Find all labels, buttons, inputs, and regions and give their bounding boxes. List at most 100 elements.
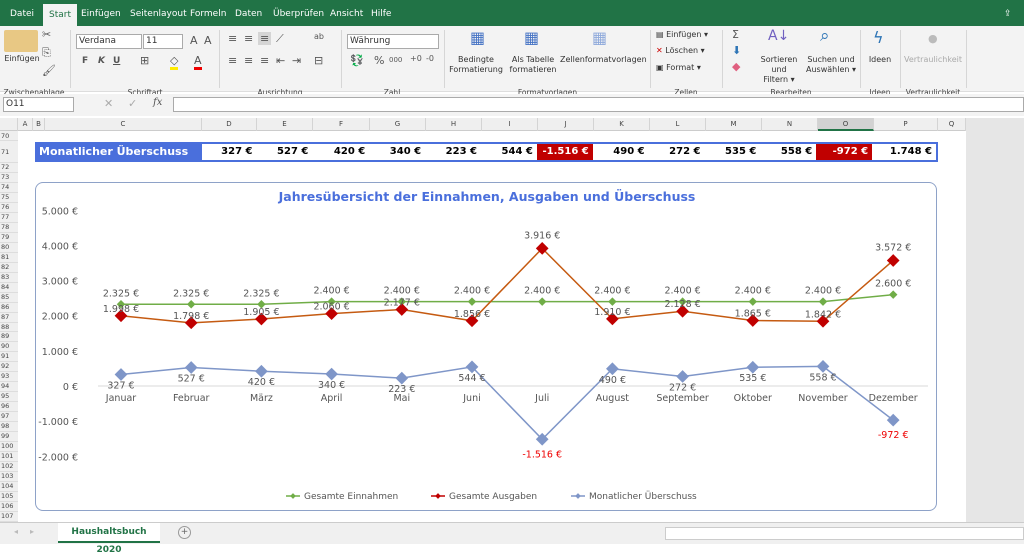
column-header-G[interactable]: G — [370, 118, 426, 131]
menu-tab-daten[interactable]: Daten — [235, 9, 263, 19]
data-point[interactable] — [888, 290, 898, 299]
row-header-87[interactable]: 87 — [0, 312, 18, 323]
column-header-L[interactable]: L — [650, 118, 706, 131]
surplus-cell-M[interactable]: 535 € — [725, 146, 757, 157]
increase-decimal-icon[interactable]: +0 — [410, 54, 422, 63]
ideas-icon[interactable]: ϟ — [873, 28, 884, 47]
row-header-77[interactable]: 77 — [0, 212, 18, 223]
paste-icon[interactable] — [4, 30, 38, 52]
share-button[interactable]: ⇪ Te — [1004, 9, 1014, 47]
wrap-text-icon[interactable]: ab — [314, 32, 324, 41]
row-header-94[interactable]: 94 — [0, 382, 18, 393]
format-table-button[interactable]: Als Tabelle formatieren — [509, 55, 557, 74]
menu-tab-seitenlayout[interactable]: Seitenlayout — [130, 9, 187, 19]
fill-icon[interactable]: ⬇ — [732, 44, 742, 57]
data-point[interactable] — [608, 297, 617, 306]
row-header-72[interactable]: 72 — [0, 163, 18, 173]
number-format-select[interactable]: Währung — [347, 34, 439, 49]
column-header-E[interactable]: E — [257, 118, 313, 131]
row-header-84[interactable]: 84 — [0, 282, 18, 293]
format-cells-button[interactable]: ▣ Format ▾ — [656, 63, 701, 72]
thousands-button[interactable]: 000 — [389, 56, 403, 64]
enter-icon[interactable]: ✓ — [128, 97, 138, 110]
menu-tab-formeln[interactable]: Formeln — [190, 9, 227, 19]
row-header-90[interactable]: 90 — [0, 342, 18, 353]
data-point[interactable] — [816, 360, 830, 373]
indent-decrease-icon[interactable]: ⇤ — [276, 54, 286, 67]
menu-tab-überprüfen[interactable]: Überprüfen — [273, 9, 325, 19]
cell-styles-button[interactable]: Zellenformatvorlagen — [560, 55, 647, 64]
underline-button[interactable]: U — [113, 56, 121, 66]
scroll-tabs-left-icon[interactable]: ◂ — [14, 527, 19, 536]
column-header-P[interactable]: P — [874, 118, 938, 131]
data-point[interactable] — [255, 312, 268, 326]
surplus-cell-J[interactable]: -1.516 € — [536, 144, 593, 160]
decrease-font-icon[interactable]: A — [204, 34, 212, 47]
row-header-79[interactable]: 79 — [0, 232, 18, 243]
row-header-73[interactable]: 73 — [0, 172, 18, 183]
surplus-cell-G[interactable]: 340 € — [389, 146, 422, 157]
row-header-95[interactable]: 95 — [0, 392, 18, 403]
decrease-decimal-icon[interactable]: -0 — [426, 54, 434, 63]
row-header-103[interactable]: 103 — [0, 472, 18, 483]
data-point[interactable] — [467, 297, 477, 306]
ideas-button[interactable]: Ideen — [868, 55, 892, 64]
column-header-M[interactable]: M — [706, 118, 762, 131]
indent-increase-icon[interactable]: ⇥ — [292, 54, 302, 67]
menu-tab-start[interactable]: Start — [43, 4, 77, 26]
cut-icon[interactable]: ✂ — [42, 28, 52, 41]
cell-styles-icon[interactable]: ▦ — [592, 28, 608, 47]
add-sheet-button[interactable]: + — [178, 526, 191, 539]
data-point[interactable] — [886, 413, 900, 427]
increase-font-icon[interactable]: A — [190, 34, 198, 47]
percent-button[interactable]: % — [374, 54, 385, 67]
data-point[interactable] — [114, 368, 128, 381]
row-header-70[interactable]: 70 — [0, 131, 18, 141]
data-point[interactable] — [325, 307, 338, 320]
surplus-cell-N[interactable]: 558 € — [780, 146, 813, 157]
name-box[interactable]: O11 — [3, 97, 74, 112]
row-header-83[interactable]: 83 — [0, 272, 18, 283]
column-header-H[interactable]: H — [426, 118, 482, 131]
data-point[interactable] — [114, 309, 128, 323]
clear-icon[interactable]: ◆ — [732, 60, 741, 73]
data-point[interactable] — [465, 360, 479, 374]
row-header-89[interactable]: 89 — [0, 332, 18, 343]
row-header-80[interactable]: 80 — [0, 242, 18, 253]
row-header-104[interactable]: 104 — [0, 482, 18, 492]
row-header-98[interactable]: 98 — [0, 422, 18, 433]
data-point[interactable] — [257, 300, 266, 309]
row-header-82[interactable]: 82 — [0, 262, 18, 273]
row-header-106[interactable]: 106 — [0, 501, 18, 512]
data-point[interactable] — [325, 367, 338, 381]
surplus-label[interactable]: Monatlicher Überschuss — [37, 144, 202, 160]
row-header-78[interactable]: 78 — [0, 222, 18, 233]
data-point[interactable] — [327, 297, 336, 306]
paste-button[interactable]: Einfügen — [4, 54, 40, 63]
conditional-format-button[interactable]: Bedingte Formatierung — [449, 55, 503, 74]
menu-tab-hilfe[interactable]: Hilfe — [371, 9, 392, 19]
align-top-icon[interactable]: ≡ — [228, 32, 238, 45]
align-center-icon[interactable]: ≡ — [244, 54, 254, 67]
surplus-cell-O[interactable]: -972 € — [816, 144, 873, 160]
row-header-97[interactable]: 97 — [0, 412, 18, 423]
row-header-86[interactable]: 86 — [0, 302, 18, 313]
row-header-71[interactable]: 71 — [0, 141, 18, 163]
legend-entry[interactable]: Gesamte Einnahmen — [304, 492, 398, 502]
surplus-cell-H[interactable]: 223 € — [445, 146, 477, 157]
format-table-icon[interactable]: ▦ — [524, 28, 540, 47]
delete-cells-button[interactable]: ✕ Löschen ▾ — [656, 46, 705, 55]
surplus-cell-P[interactable]: 1.748 € — [889, 146, 932, 157]
data-point[interactable] — [184, 361, 198, 374]
data-point[interactable] — [184, 316, 198, 330]
column-header-B[interactable]: B — [33, 118, 45, 131]
column-header-K[interactable]: K — [594, 118, 650, 131]
copy-icon[interactable]: ⎘ — [42, 46, 51, 59]
column-header-D[interactable]: D — [202, 118, 257, 131]
conditional-format-icon[interactable]: ▦ — [470, 28, 486, 47]
format-painter-icon[interactable]: 🖌 — [42, 64, 56, 77]
column-header-Q[interactable]: Q — [938, 118, 966, 131]
data-point[interactable] — [395, 371, 409, 385]
row-header-75[interactable]: 75 — [0, 192, 18, 203]
data-point[interactable] — [116, 300, 126, 309]
